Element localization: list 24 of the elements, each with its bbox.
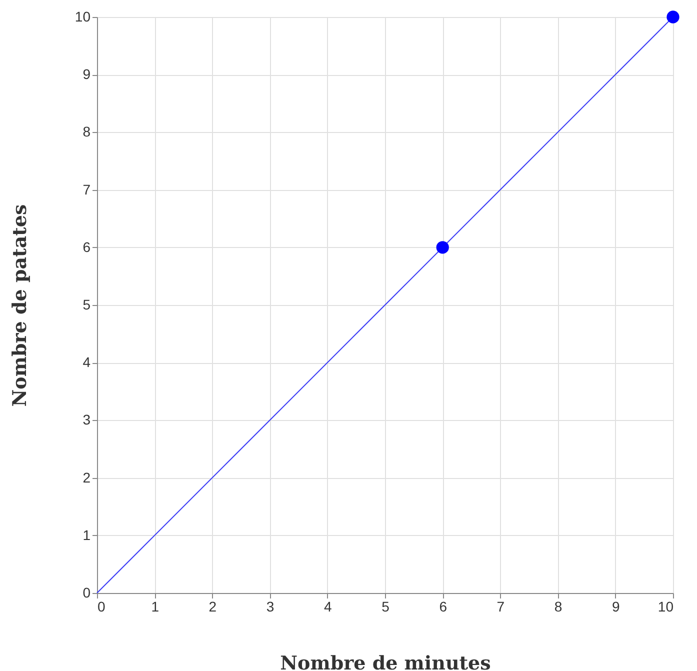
y-axis-title: Nombre de patates (8, 204, 31, 407)
x-tick-label: 6 (439, 598, 448, 614)
y-tick-label: 0 (82, 584, 91, 600)
y-tick-label: 4 (82, 354, 91, 370)
y-tick-label: 1 (82, 526, 91, 543)
x-tick-label: 3 (266, 598, 274, 614)
x-tick-label: 5 (382, 598, 390, 614)
y-tick-label: 3 (82, 412, 91, 428)
y-tick-label: 2 (82, 469, 91, 486)
y-tick-label: 10 (74, 8, 91, 24)
x-tick-label: 0 (98, 598, 106, 614)
y-tick-label: 5 (82, 296, 91, 312)
y-tick-label: 8 (82, 124, 91, 140)
x-tick-label: 2 (208, 598, 217, 614)
y-tick-label: 7 (82, 181, 91, 198)
x-tick-label: 9 (612, 598, 620, 614)
x-tick-label: 10 (658, 598, 674, 614)
y-tick-label: 6 (82, 238, 91, 255)
x-tick-label: 4 (324, 598, 332, 614)
x-tick-label: 1 (151, 598, 160, 614)
y-tick-label: 9 (82, 66, 91, 82)
x-tick-label: 8 (554, 598, 562, 614)
x-tick-label: 7 (496, 598, 505, 614)
x-axis-title: Nombre de minutes (280, 652, 491, 671)
